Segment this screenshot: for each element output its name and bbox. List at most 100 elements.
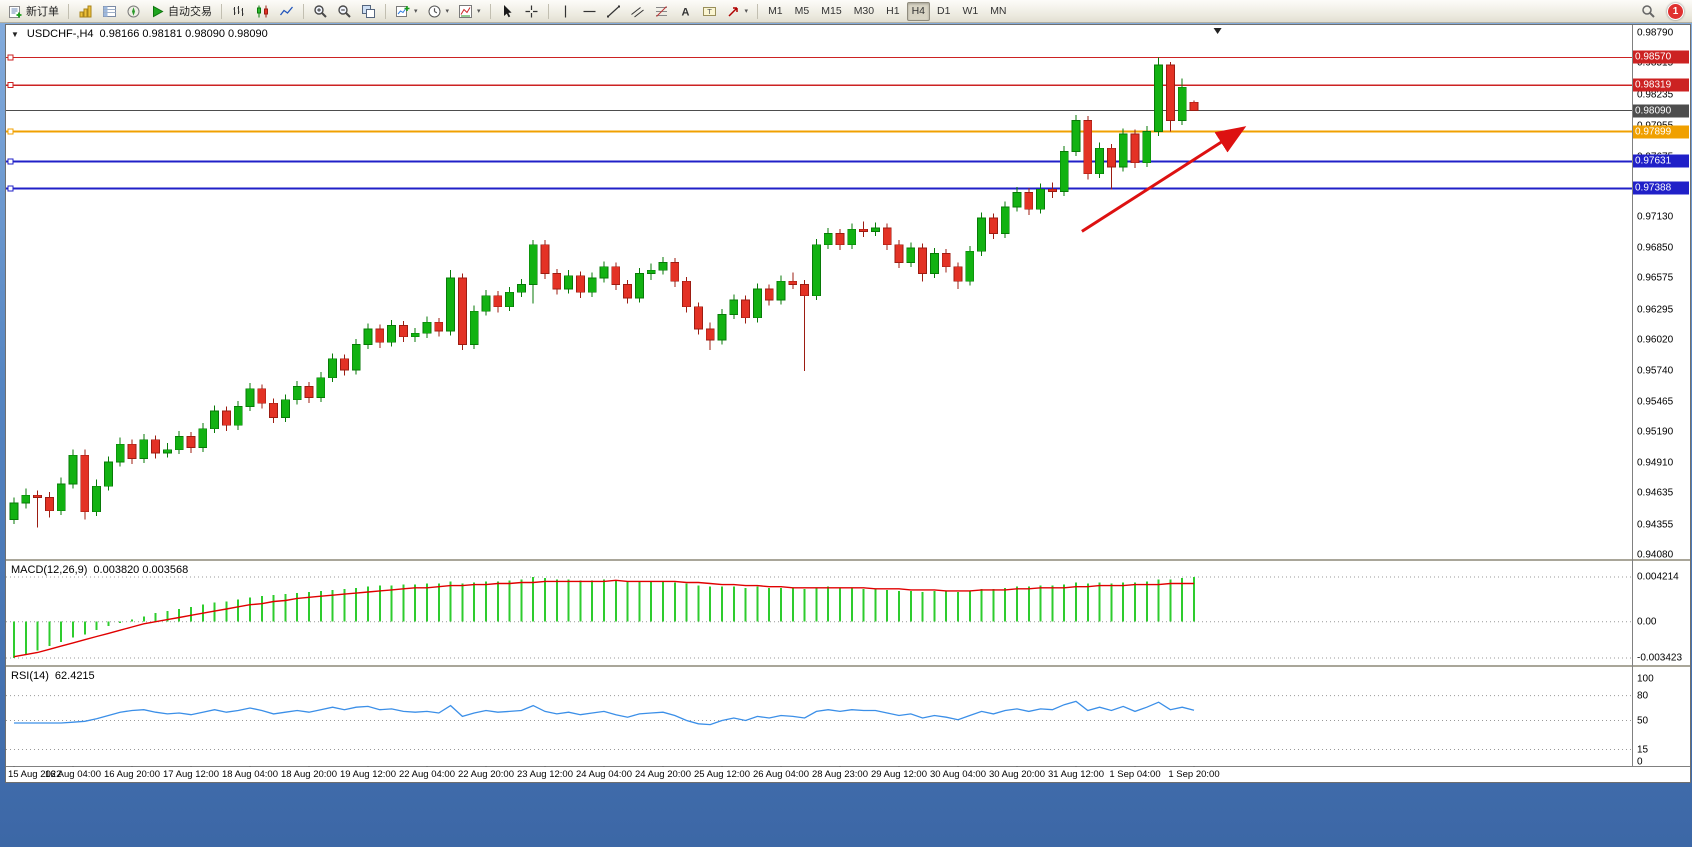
- time-axis-label: 16 Aug 20:00: [104, 769, 160, 780]
- price-line-label[interactable]: 0.98570: [1633, 50, 1689, 64]
- price-axis-label: 0.96850: [1637, 242, 1674, 254]
- time-axis-label: 30 Aug 04:00: [930, 769, 986, 780]
- template-button[interactable]: ▾: [454, 2, 485, 21]
- rsi-axis-label: 80: [1637, 690, 1649, 702]
- rsi-axis-label: 0: [1637, 756, 1643, 768]
- crosshair-button[interactable]: [520, 2, 543, 21]
- play-icon: [150, 4, 165, 19]
- toolbar-separator: [547, 3, 549, 19]
- price-axis[interactable]: 0.987900.985150.982350.979550.976750.973…: [1633, 25, 1689, 768]
- price-axis-label: 0.94355: [1637, 519, 1674, 531]
- fibonacci-tool-button[interactable]: [650, 2, 673, 21]
- macd-axis-label: 0.004214: [1637, 571, 1679, 583]
- time-axis-label: 29 Aug 12:00: [871, 769, 927, 780]
- timeframe-button-mn[interactable]: MN: [985, 2, 1011, 21]
- timeframe-button-m1[interactable]: M1: [763, 2, 788, 21]
- market-watch-button[interactable]: [98, 2, 121, 21]
- price-line-label[interactable]: 0.97899: [1633, 125, 1689, 139]
- macd-header: MACD(12,26,9) 0.003820 0.003568: [11, 564, 188, 576]
- new-chart-button[interactable]: ▾: [391, 2, 422, 21]
- search-button[interactable]: [1637, 2, 1660, 21]
- autotrading-label: 自动交易: [168, 6, 212, 18]
- price-chart-canvas[interactable]: [6, 25, 1690, 782]
- notification-badge[interactable]: 1: [1667, 2, 1684, 20]
- price-axis-label: 0.96295: [1637, 304, 1674, 316]
- zoom-out-button[interactable]: [333, 2, 356, 21]
- channel-tool-button[interactable]: [626, 2, 649, 21]
- time-axis[interactable]: 15 Aug 2022 16 Aug 04:00 16 Aug 20:00 17 Au…: [6, 767, 1632, 782]
- horizontal-line-tool-button[interactable]: [578, 2, 601, 21]
- ohlc-values: 0.98166 0.98181 0.98090 0.98090: [99, 28, 268, 40]
- price-axis-label: 0.96020: [1637, 334, 1674, 346]
- vertical-line-tool-button[interactable]: [554, 2, 577, 21]
- price-axis-label: 0.95190: [1637, 426, 1674, 438]
- rsi-header: RSI(14) 62.4215: [11, 670, 95, 682]
- chart-title-bar: ▼ USDCHF-,H4 0.98166 0.98181 0.98090 0.9…: [11, 28, 268, 40]
- price-line-label[interactable]: 0.98090: [1633, 104, 1689, 118]
- price-line-label[interactable]: 0.98319: [1633, 78, 1689, 92]
- fibonacci-icon: [654, 4, 669, 19]
- toolbar-separator: [221, 3, 222, 19]
- time-axis-label: 23 Aug 12:00: [517, 769, 573, 780]
- crosshair-icon: [524, 4, 539, 19]
- autotrading-button[interactable]: 自动交易: [146, 2, 216, 21]
- arrows-tool-button[interactable]: ▾: [722, 2, 753, 21]
- toolbar-separator: [385, 3, 386, 19]
- vertical-line-icon: [558, 4, 573, 19]
- trendline-tool-button[interactable]: [602, 2, 625, 21]
- collapse-triangle-icon[interactable]: ▼: [11, 29, 19, 39]
- timeframe-button-m30[interactable]: M30: [849, 2, 879, 21]
- zoom-in-button[interactable]: [309, 2, 332, 21]
- line-chart-type-button[interactable]: [275, 2, 298, 21]
- dropdown-caret-icon: ▾: [744, 8, 749, 15]
- period-button[interactable]: ▾: [423, 2, 454, 21]
- price-axis-label: 0.98790: [1637, 27, 1674, 39]
- timeframe-button-d1[interactable]: D1: [932, 2, 955, 21]
- horizontal-lines: [6, 54, 1632, 192]
- bar-chart-type-button[interactable]: [227, 2, 250, 21]
- price-axis-label: 0.97130: [1637, 211, 1674, 223]
- trendline-icon: [606, 4, 621, 19]
- timeframe-button-m5[interactable]: M5: [790, 2, 815, 21]
- timeframe-button-h1[interactable]: H1: [881, 2, 904, 21]
- svg-text:T: T: [707, 7, 712, 16]
- new-order-icon: [8, 4, 23, 19]
- time-axis-label: 1 Sep 04:00: [1109, 769, 1161, 780]
- timeframe-button-w1[interactable]: W1: [957, 2, 983, 21]
- text-tool-button[interactable]: A: [674, 2, 697, 21]
- price-line-label[interactable]: 0.97388: [1633, 181, 1689, 195]
- zoom-in-icon: [313, 4, 328, 19]
- price-axis-label: 0.95465: [1637, 396, 1674, 407]
- tile-windows-button[interactable]: [357, 2, 380, 21]
- label-tool-button[interactable]: T: [698, 2, 721, 21]
- macd-name-label: MACD(12,26,9): [11, 564, 88, 576]
- price-line-label[interactable]: 0.97631: [1633, 154, 1689, 168]
- timeframe-button-m15[interactable]: M15: [816, 2, 846, 21]
- toolbar-separator: [489, 3, 491, 19]
- time-axis-label: 17 Aug 12:00: [163, 769, 219, 780]
- price-axis-label: 0.94635: [1637, 487, 1674, 499]
- label-icon: T: [702, 4, 717, 19]
- candlestick-type-button[interactable]: [251, 2, 274, 21]
- time-axis-label: 25 Aug 12:00: [694, 769, 750, 780]
- candlestick-series: [9, 57, 1199, 528]
- rsi-axis-label: 50: [1637, 715, 1649, 726]
- new-order-button[interactable]: 新订单: [4, 2, 63, 21]
- symbol-timeframe-label: USDCHF-,H4: [26, 28, 94, 40]
- ohlc-bars-icon: [231, 4, 246, 19]
- charts-button[interactable]: [74, 2, 97, 21]
- bar-chart-icon: [78, 4, 93, 19]
- navigator-button[interactable]: [122, 2, 145, 21]
- timeframe-button-h4[interactable]: H4: [906, 1, 930, 21]
- new-order-label: 新订单: [26, 6, 59, 18]
- indicators-icon: [458, 4, 473, 19]
- price-axis-label: 0.98235: [1637, 89, 1674, 100]
- time-axis-label: 19 Aug 12:00: [340, 769, 396, 780]
- macd-signal-line: [13, 579, 1194, 658]
- time-axis-label: 22 Aug 04:00: [399, 769, 455, 780]
- toolbar-separator: [68, 3, 69, 19]
- rsi-value-label: 62.4215: [54, 670, 95, 682]
- market-watch-icon: [102, 4, 117, 19]
- cursor-button[interactable]: [496, 2, 519, 21]
- time-axis-label: 31 Aug 12:00: [1048, 769, 1104, 780]
